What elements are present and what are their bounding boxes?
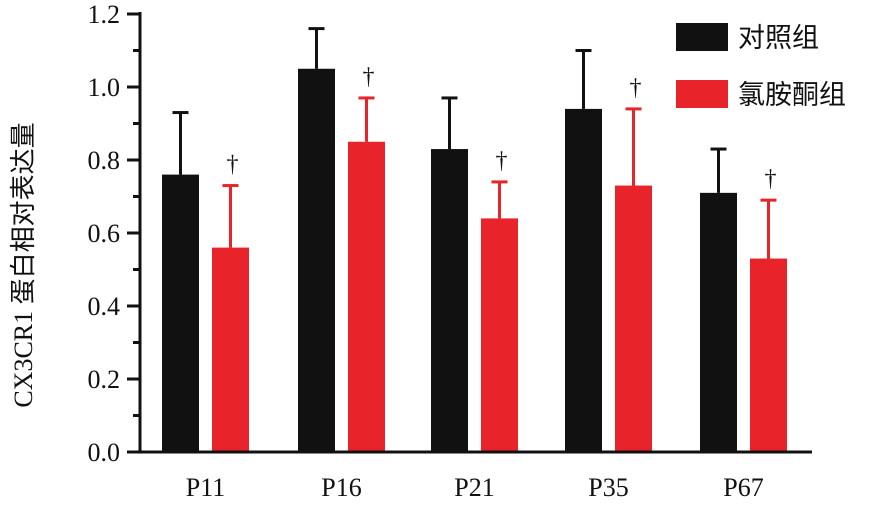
y-tick-label: 0.4	[88, 292, 121, 321]
bar	[162, 174, 199, 452]
legend-label: 氯胺酮组	[738, 80, 846, 110]
legend-label: 对照组	[738, 23, 819, 53]
y-tick-label: 0.6	[88, 219, 121, 248]
x-axis: P11 P16 P21 P35 P67	[140, 450, 812, 502]
significance-marker: †	[630, 75, 642, 101]
y-axis-label: CX3CR1 蛋白相对表达量	[9, 122, 38, 407]
x-tick-label: P11	[186, 473, 226, 502]
y-tick-label: 1.0	[88, 73, 121, 102]
bar	[348, 141, 385, 452]
y-tick-label: 1.2	[88, 0, 121, 29]
bar	[298, 68, 335, 452]
legend-swatch	[676, 80, 728, 108]
y-axis: 0.0 0.2 0.4 0.6 0.8 1.0 1.2	[88, 0, 142, 467]
x-tick-label: P21	[454, 473, 494, 502]
bar	[565, 108, 602, 453]
legend-swatch	[676, 23, 728, 51]
bar	[700, 192, 737, 452]
y-tick-label: 0.8	[88, 146, 121, 175]
significance-marker: †	[363, 64, 375, 90]
bar	[481, 218, 518, 452]
significance-marker: †	[765, 166, 777, 192]
y-tick-label: 0.0	[88, 438, 121, 467]
x-tick-label: P67	[723, 473, 763, 502]
y-tick-label: 0.2	[88, 365, 121, 394]
significance-marker: †	[496, 148, 508, 174]
significance-marker: †	[227, 152, 239, 178]
bar	[615, 185, 652, 453]
bars: † † † † †	[162, 27, 787, 453]
bar	[750, 258, 787, 452]
x-tick-label: P16	[321, 473, 361, 502]
bar	[212, 247, 249, 452]
x-tick-label: P35	[588, 473, 628, 502]
bar	[431, 149, 468, 453]
